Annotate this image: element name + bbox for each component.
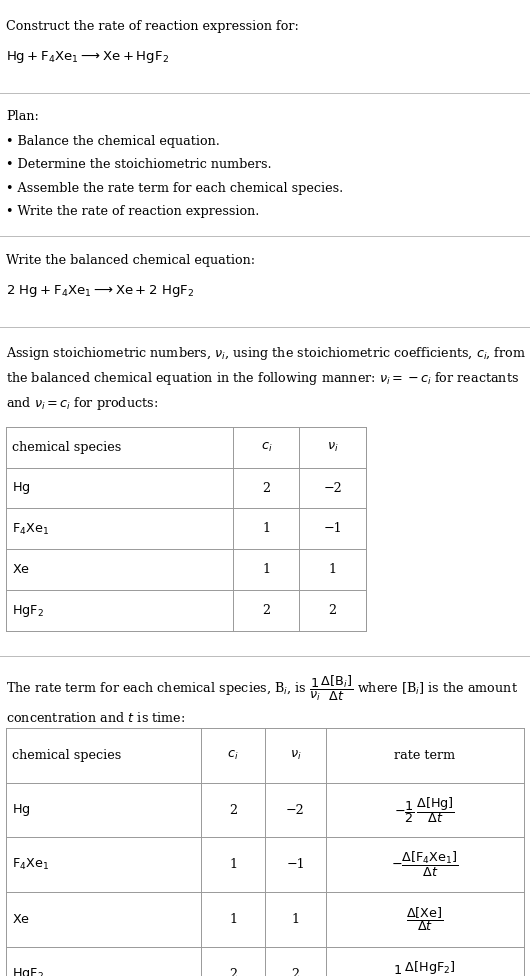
Text: −2: −2 <box>323 481 342 495</box>
Text: 1: 1 <box>229 913 237 926</box>
Text: $\mathrm{HgF_2}$: $\mathrm{HgF_2}$ <box>12 603 43 619</box>
Text: 1: 1 <box>229 858 237 872</box>
Text: 2: 2 <box>229 803 237 817</box>
Text: the balanced chemical equation in the following manner: $\nu_i = -c_i$ for react: the balanced chemical equation in the fo… <box>6 370 519 386</box>
Text: $\mathrm{2\ Hg + F_4Xe_1 \longrightarrow Xe + 2\ HgF_2}$: $\mathrm{2\ Hg + F_4Xe_1 \longrightarrow… <box>6 283 195 299</box>
Text: $\mathrm{Hg}$: $\mathrm{Hg}$ <box>12 802 30 818</box>
Text: $\mathrm{Xe}$: $\mathrm{Xe}$ <box>12 563 30 577</box>
Text: $\dfrac{1}{2}\,\dfrac{\Delta[\mathrm{HgF_2}]}{\Delta t}$: $\dfrac{1}{2}\,\dfrac{\Delta[\mathrm{HgF… <box>393 959 457 976</box>
Text: $\nu_i$: $\nu_i$ <box>327 440 338 454</box>
Text: −1: −1 <box>286 858 305 872</box>
Text: 1: 1 <box>292 913 299 926</box>
Text: 2: 2 <box>292 967 299 976</box>
Text: • Balance the chemical equation.: • Balance the chemical equation. <box>6 135 220 147</box>
Text: Write the balanced chemical equation:: Write the balanced chemical equation: <box>6 254 255 266</box>
Text: 2: 2 <box>262 604 270 618</box>
Text: The rate term for each chemical species, B$_i$, is $\dfrac{1}{\nu_i}\dfrac{\Delt: The rate term for each chemical species,… <box>6 673 518 703</box>
Text: 1: 1 <box>262 522 270 536</box>
Text: 1: 1 <box>329 563 337 577</box>
Text: 2: 2 <box>262 481 270 495</box>
Text: $\mathrm{Xe}$: $\mathrm{Xe}$ <box>12 913 30 926</box>
Text: concentration and $t$ is time:: concentration and $t$ is time: <box>6 711 186 724</box>
Text: • Write the rate of reaction expression.: • Write the rate of reaction expression. <box>6 205 260 218</box>
Text: −1: −1 <box>323 522 342 536</box>
Text: $\mathrm{F_4Xe_1}$: $\mathrm{F_4Xe_1}$ <box>12 521 49 537</box>
Text: 2: 2 <box>229 967 237 976</box>
Text: Assign stoichiometric numbers, $\nu_i$, using the stoichiometric coefficients, $: Assign stoichiometric numbers, $\nu_i$, … <box>6 345 526 361</box>
Text: 1: 1 <box>262 563 270 577</box>
Text: chemical species: chemical species <box>12 749 121 762</box>
Text: $\mathrm{Hg + F_4Xe_1 \longrightarrow Xe + HgF_2}$: $\mathrm{Hg + F_4Xe_1 \longrightarrow Xe… <box>6 49 169 64</box>
Text: rate term: rate term <box>394 749 455 762</box>
Text: chemical species: chemical species <box>12 440 121 454</box>
Text: • Determine the stoichiometric numbers.: • Determine the stoichiometric numbers. <box>6 158 272 171</box>
Text: $\mathrm{Hg}$: $\mathrm{Hg}$ <box>12 480 30 496</box>
Text: $\mathrm{F_4Xe_1}$: $\mathrm{F_4Xe_1}$ <box>12 857 49 873</box>
Text: $-\dfrac{\Delta[\mathrm{F_4Xe_1}]}{\Delta t}$: $-\dfrac{\Delta[\mathrm{F_4Xe_1}]}{\Delt… <box>391 850 458 879</box>
Text: $c_i$: $c_i$ <box>261 440 272 454</box>
Text: $\nu_i$: $\nu_i$ <box>290 749 301 762</box>
Text: $c_i$: $c_i$ <box>227 749 239 762</box>
Text: $-\dfrac{1}{2}\,\dfrac{\Delta[\mathrm{Hg}]}{\Delta t}$: $-\dfrac{1}{2}\,\dfrac{\Delta[\mathrm{Hg… <box>394 795 455 825</box>
Text: $\dfrac{\Delta[\mathrm{Xe}]}{\Delta t}$: $\dfrac{\Delta[\mathrm{Xe}]}{\Delta t}$ <box>406 906 444 933</box>
Text: Plan:: Plan: <box>6 110 39 123</box>
Text: −2: −2 <box>286 803 305 817</box>
Text: • Assemble the rate term for each chemical species.: • Assemble the rate term for each chemic… <box>6 182 343 194</box>
Text: and $\nu_i = c_i$ for products:: and $\nu_i = c_i$ for products: <box>6 395 158 412</box>
Text: $\mathrm{HgF_2}$: $\mathrm{HgF_2}$ <box>12 966 43 976</box>
Text: Construct the rate of reaction expression for:: Construct the rate of reaction expressio… <box>6 20 299 32</box>
Text: 2: 2 <box>329 604 337 618</box>
